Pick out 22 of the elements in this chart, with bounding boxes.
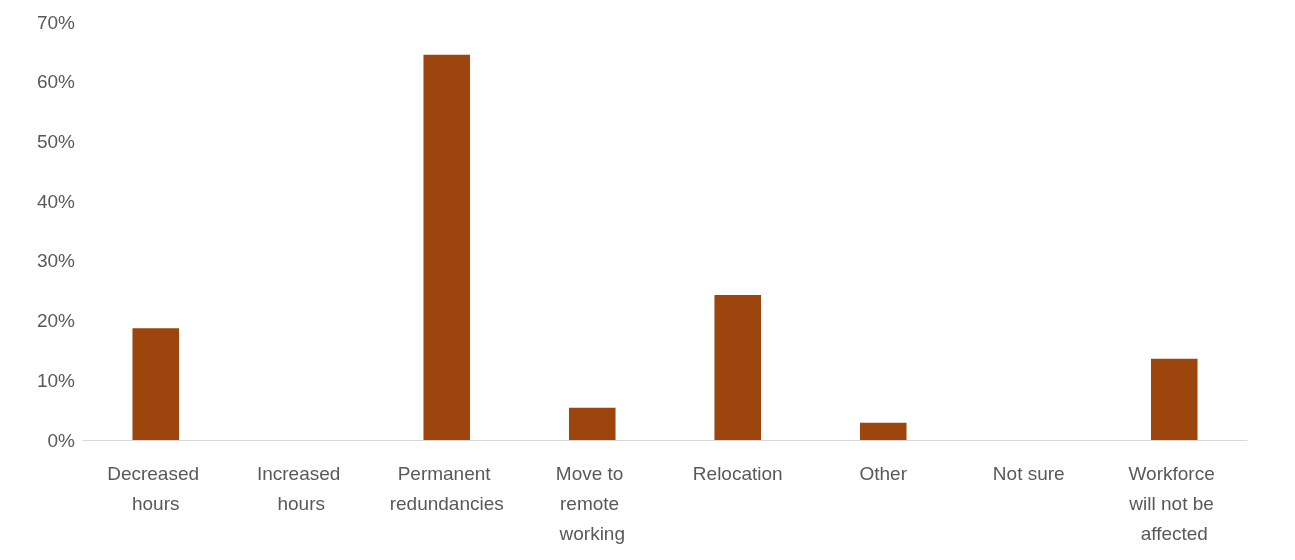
- y-tick-label: 60%: [36, 71, 76, 93]
- y-tick-label: 70%: [36, 11, 76, 33]
- x-tick-label: Increased hours: [256, 462, 346, 514]
- x-tick-label: Not sure: [992, 462, 1065, 484]
- bar: [714, 294, 762, 440]
- bar: [568, 407, 616, 440]
- y-tick-label: 40%: [36, 190, 76, 212]
- y-tick-label: 30%: [36, 250, 76, 272]
- bar: [423, 54, 471, 440]
- bar: [1150, 358, 1198, 440]
- bar: [859, 422, 907, 440]
- y-tick-label: 20%: [36, 310, 76, 332]
- bar: [132, 328, 180, 440]
- y-tick-label: 50%: [36, 130, 76, 152]
- y-tick-label: 0%: [47, 429, 76, 451]
- x-tick-label: Move to remote working: [555, 462, 629, 544]
- x-tick-label: Decreased hours: [107, 462, 205, 514]
- x-tick-label: Other: [859, 462, 908, 484]
- y-tick-label: 10%: [36, 369, 76, 391]
- x-tick-label: Permanent redundancies: [389, 462, 504, 514]
- x-tick-label: Workforce will not be affected: [1128, 462, 1221, 544]
- x-tick-label: Relocation: [692, 462, 783, 484]
